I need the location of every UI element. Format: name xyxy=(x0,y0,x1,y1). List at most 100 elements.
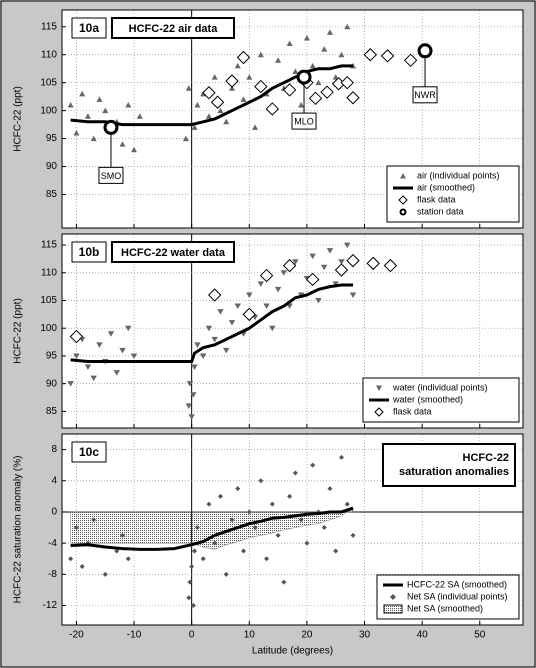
point xyxy=(240,96,247,102)
y-tick-label: -8 xyxy=(48,569,57,580)
point xyxy=(228,320,236,326)
legend-swatch xyxy=(398,195,408,205)
y-tick-label: -4 xyxy=(48,538,57,549)
point xyxy=(223,118,230,125)
point xyxy=(96,342,103,348)
plot-border xyxy=(61,233,524,429)
title-box xyxy=(111,17,235,39)
panel: 85 90 95 100 105 110 115 HCFC-22 (ppt) SMO MLO NWR… xyxy=(13,9,524,229)
x-axis-label: Latitude (degrees) xyxy=(252,646,333,657)
point xyxy=(281,579,287,585)
point xyxy=(269,325,276,332)
callout-box xyxy=(98,166,124,184)
point xyxy=(217,309,224,315)
point xyxy=(73,353,80,359)
y-axis-label: HCFC-22 saturation anomaly (%) xyxy=(13,456,24,604)
flask-point xyxy=(282,258,297,273)
y-tick-label: 90 xyxy=(46,378,58,389)
x-tick-label: -10 xyxy=(127,630,142,641)
y-tick-label: -12 xyxy=(43,600,58,611)
point xyxy=(186,381,194,387)
point xyxy=(257,51,264,58)
point xyxy=(217,493,223,499)
panel-label: 10c xyxy=(79,445,99,459)
point xyxy=(185,85,192,91)
flask-point xyxy=(340,75,354,90)
point xyxy=(73,525,79,531)
point xyxy=(309,62,316,69)
panel-title: HCFC-22 xyxy=(463,452,509,464)
point xyxy=(303,34,310,41)
flask-point xyxy=(254,79,268,94)
point xyxy=(90,375,97,382)
y-tick-label: 85 xyxy=(46,406,58,417)
smoothed-line xyxy=(70,283,354,363)
point xyxy=(320,264,328,271)
point xyxy=(125,556,131,562)
panel-label-box xyxy=(71,17,107,39)
point xyxy=(246,509,252,515)
y-tick-label: 115 xyxy=(41,240,57,251)
point xyxy=(338,51,345,58)
callout-box xyxy=(412,86,438,104)
panel: 85 90 95 100 105 110 115 HCFC-22 (ppt) 10b HCFC-2… xyxy=(13,233,524,429)
point xyxy=(68,556,74,562)
point xyxy=(286,303,293,310)
point xyxy=(292,470,298,476)
point xyxy=(79,90,86,97)
legend-swatch xyxy=(376,385,382,391)
point xyxy=(344,501,350,507)
panel-label-box xyxy=(71,241,107,263)
point xyxy=(241,548,247,554)
plot-border xyxy=(61,433,524,626)
y-tick-label: 110 xyxy=(41,267,57,278)
flask-point xyxy=(380,49,395,63)
legend-swatch xyxy=(399,208,407,216)
point xyxy=(326,29,333,35)
y-tick-label: 4 xyxy=(51,475,57,486)
point xyxy=(309,253,316,260)
flask-point xyxy=(346,91,360,105)
flask-point xyxy=(202,86,216,100)
y-tick-label: 95 xyxy=(46,133,58,144)
flask-point xyxy=(259,268,274,283)
point xyxy=(84,113,91,119)
point xyxy=(131,146,138,153)
station-point xyxy=(103,119,119,135)
point xyxy=(194,525,200,531)
flask-point xyxy=(383,258,398,273)
y-tick-label: 100 xyxy=(40,323,57,334)
flask-point xyxy=(69,329,84,344)
smoothed-line xyxy=(70,64,354,127)
station-label: NWR xyxy=(414,90,436,100)
point xyxy=(190,603,196,609)
point xyxy=(67,102,74,108)
point xyxy=(188,414,195,420)
point xyxy=(189,564,195,570)
point xyxy=(205,325,213,332)
panel-title: HCFC-22 water data xyxy=(121,247,226,259)
point xyxy=(102,107,109,114)
station-label: MLO xyxy=(294,116,314,126)
flask-point xyxy=(366,256,380,271)
point xyxy=(246,74,253,80)
point xyxy=(280,270,288,276)
point xyxy=(200,556,206,562)
point xyxy=(190,392,197,398)
flask-point xyxy=(207,288,222,302)
point xyxy=(298,102,305,108)
legend-label: water (individual points) xyxy=(392,382,488,392)
y-tick-label: 0 xyxy=(51,507,57,518)
legend-swatch xyxy=(390,594,396,600)
point xyxy=(274,286,282,293)
point xyxy=(332,281,339,287)
point xyxy=(275,532,281,538)
point xyxy=(223,347,230,354)
flask-point xyxy=(403,53,418,68)
legend-label: air (smoothed) xyxy=(417,182,475,192)
panel-label-box xyxy=(71,441,107,463)
point xyxy=(287,493,293,499)
point xyxy=(125,102,132,108)
point xyxy=(349,292,357,298)
x-tick-label: 40 xyxy=(417,630,429,641)
